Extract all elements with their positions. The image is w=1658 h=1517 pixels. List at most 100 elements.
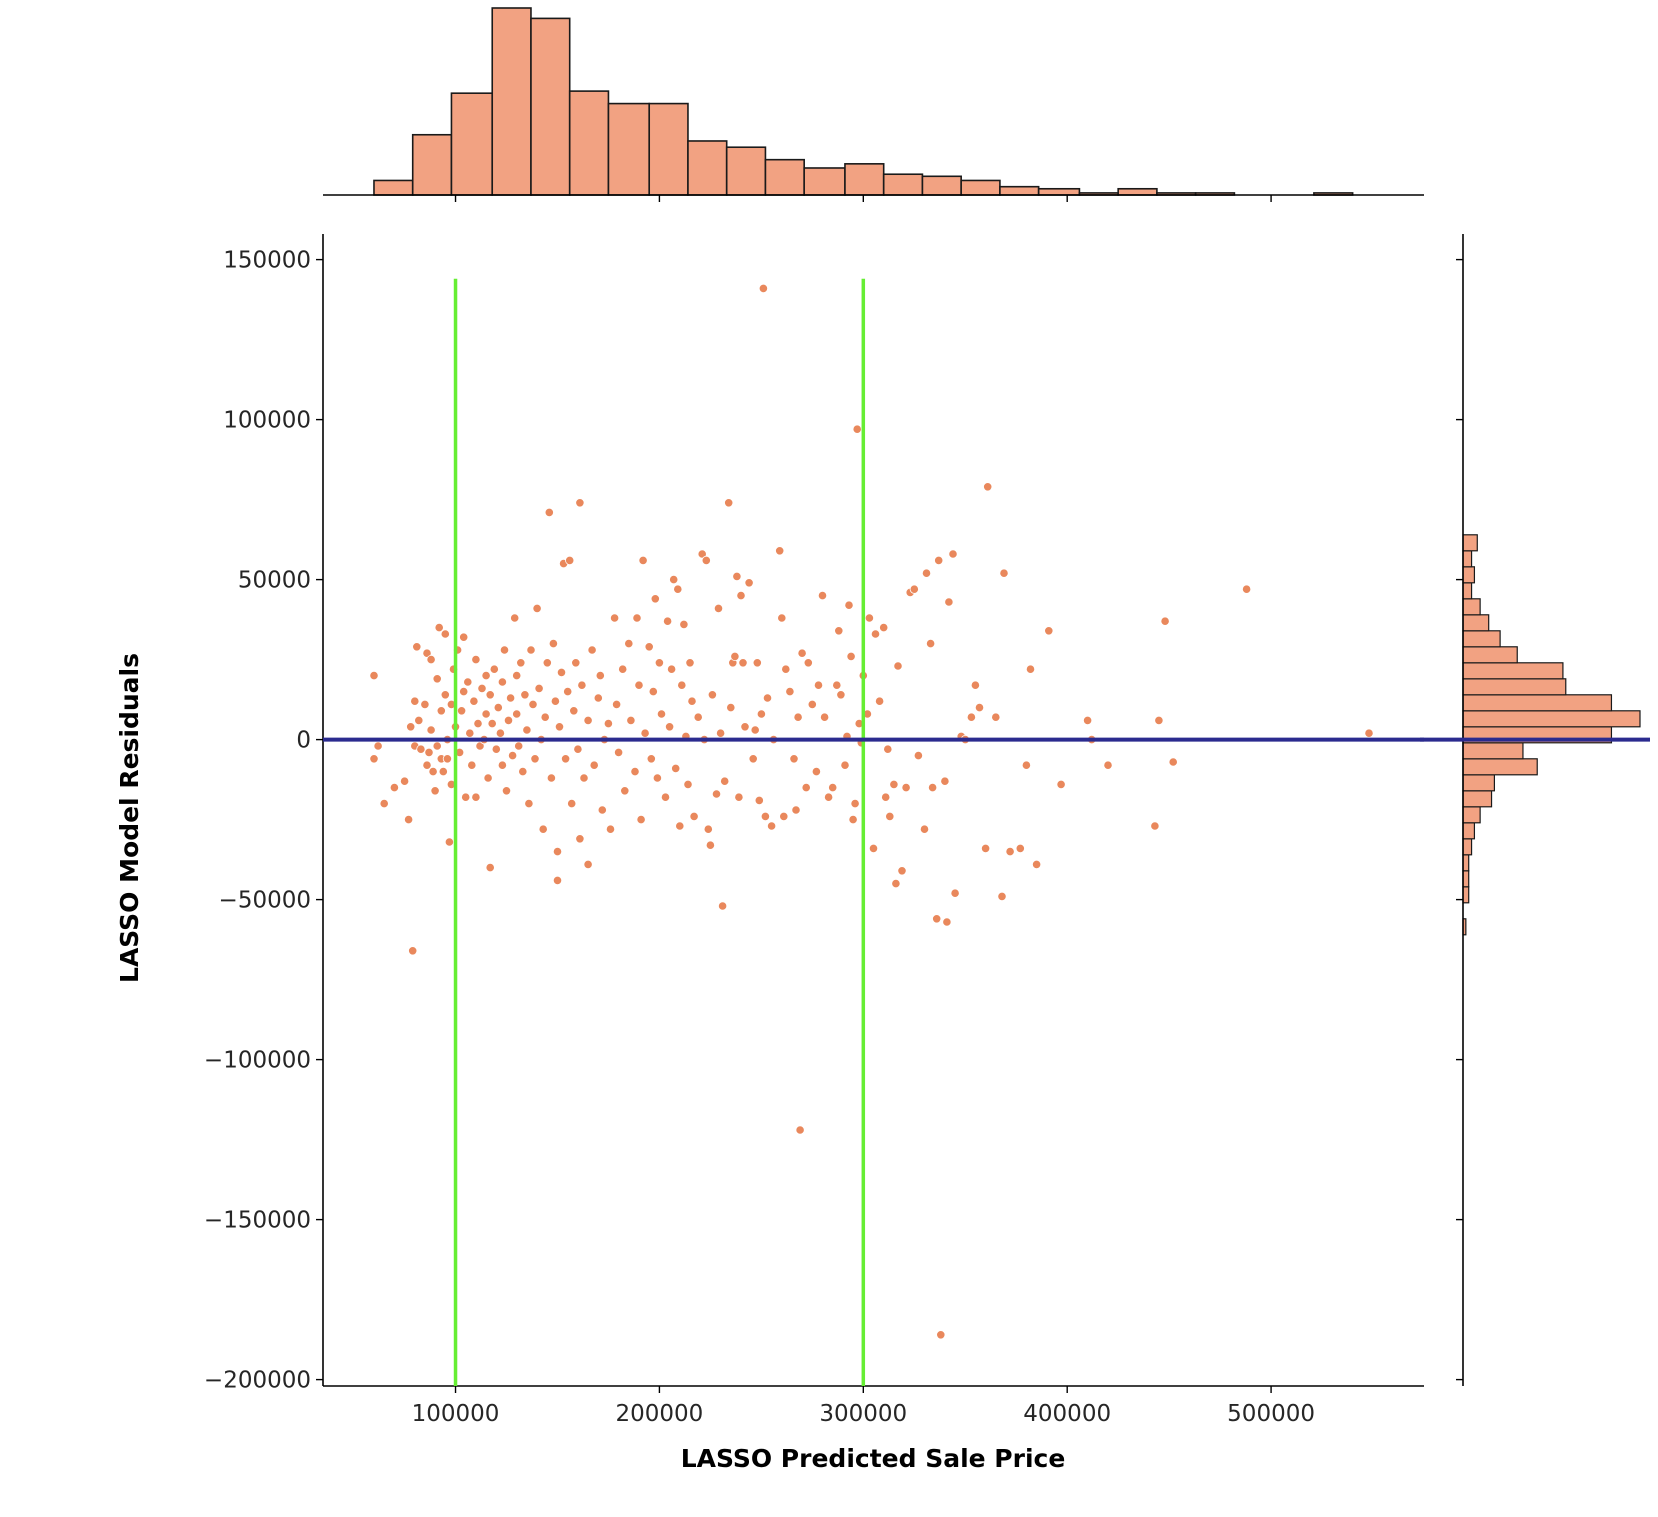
scatter-point [593,693,603,703]
right-histogram-bar [1462,790,1493,808]
scatter-point [406,722,416,732]
scatter-point [1083,715,1093,726]
right-histogram-bar [1462,614,1490,632]
right-histogram-bar [1462,870,1470,888]
x-tick-label: 500000 [1227,1401,1315,1427]
scatter-point [422,648,432,658]
top-histogram-bar [648,102,689,196]
scatter-panel: 100000 200000 300000 400000 5000001500001000… [204,234,1424,1427]
y-tick-label: −50000 [219,888,311,914]
scatter-point [736,590,746,601]
scatter-point [909,584,919,594]
scatter-point [740,722,750,732]
x-axis-title: LASSO Predicted Sale Price [681,1444,1066,1473]
scatter-point [552,846,563,857]
scatter-point [701,555,711,566]
scatter-point [518,766,528,777]
scatter-point [577,680,587,690]
scatter-point [575,834,585,844]
scatter-point [465,728,475,738]
scatter-point [828,782,838,793]
top-histogram-bar [921,175,962,196]
scatter-point [779,811,789,822]
scatter-point [648,686,658,697]
scatter-point [897,866,907,876]
scatter-point [475,741,485,751]
scatter-point [758,283,769,293]
scatter-point [732,571,742,582]
scatter-point [1364,728,1374,738]
scatter-point [389,782,399,793]
y-tick-label: −200000 [204,1368,311,1394]
top-histogram-bar [1117,187,1158,196]
scatter-point [893,661,903,671]
scatter-point [660,792,671,802]
scatter-point [550,696,561,706]
scatter-point [514,741,524,751]
scatter-point [652,773,663,783]
right-histogram-bar [1462,774,1496,792]
scatter-point [1021,760,1032,770]
y-tick-label: −100000 [204,1048,311,1074]
scatter-point [685,658,695,668]
scatter-point [499,645,510,655]
scatter-point [752,658,762,668]
scatter-point [414,715,424,726]
scatter-point [883,744,893,754]
scatter-point [797,648,807,658]
scatter-point [469,696,479,706]
scatter-point [412,642,422,652]
scatter-point [626,715,636,726]
scatter-point [487,718,497,729]
scatter-point [399,776,410,786]
scatter-point [677,680,687,690]
scatter-point [471,792,481,802]
scatter-point [560,754,571,764]
scatter-point [760,811,771,822]
scatter-point [942,917,952,927]
scatter-point [999,568,1009,578]
top-histogram-bar [530,17,571,196]
scatter-point [522,725,532,735]
scatter-point [473,718,483,729]
y-tick-label: 50000 [238,568,311,594]
scatter-point [697,549,707,559]
right-histogram-bar [1462,838,1473,856]
scatter-point [1015,843,1025,854]
scatter-point [885,811,895,822]
scatter-point [807,699,817,710]
scatter-point [844,600,854,610]
scatter-point [420,699,430,710]
scatter-point [493,702,503,713]
scatter-point [483,773,493,783]
scatter-point [481,709,491,719]
scatter-point [573,744,583,754]
scatter-point [505,693,516,703]
right-histogram-bar [1462,694,1613,712]
right-histogram-bar [1462,806,1481,824]
scatter-point [603,718,614,729]
scatter-point [544,507,554,518]
scatter-point [936,1330,946,1340]
scatter-point [442,754,452,764]
scatter-point [664,722,675,732]
scatter-point [538,824,548,834]
right-histogram-bar [1462,678,1567,696]
scatter-point [950,888,960,898]
scatter-point [793,712,803,722]
top-histogram-bar [411,133,453,196]
scatter-point [726,702,736,713]
scatter-point [424,747,434,758]
top-histogram-bar [960,179,1001,196]
right-histogram-bar [1462,822,1476,840]
scatter-point [379,798,389,809]
scatter-point [874,696,885,706]
scatter-point [707,690,718,700]
scatter-point [436,706,446,716]
scatter-point [563,686,573,697]
scatter-point [428,766,438,777]
scatter-point [673,584,683,594]
scatter-point [689,811,699,822]
scatter-point [426,725,436,735]
right-histogram-bar [1462,582,1473,600]
